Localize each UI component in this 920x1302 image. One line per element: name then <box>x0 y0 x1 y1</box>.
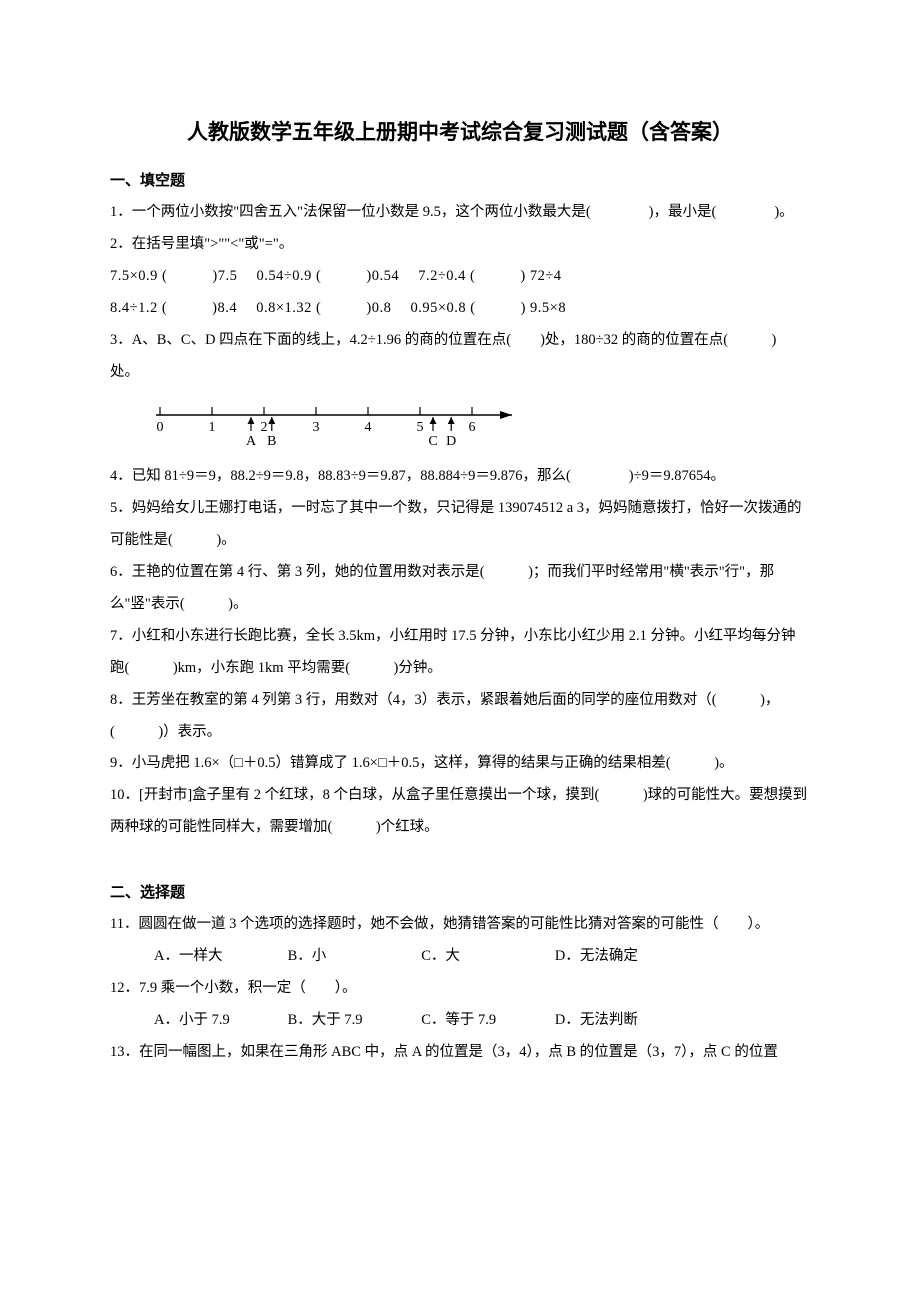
question-6: 6．王艳的位置在第 4 行、第 3 列，她的位置用数对表示是( )；而我们平时经… <box>110 557 810 621</box>
number-line-figure: 0 1 2 3 4 5 6 AB CD <box>140 395 810 460</box>
question-3b: 处。 <box>110 357 810 389</box>
q11-opt-a: A．一样大 <box>154 941 284 973</box>
section-1-heading: 一、填空题 <box>110 164 810 197</box>
svg-text:5: 5 <box>417 420 424 435</box>
svg-text:6: 6 <box>469 420 476 435</box>
svg-text:B: B <box>267 434 276 447</box>
question-4: 4．已知 81÷9＝9，88.2÷9＝9.8，88.83÷9＝9.87，88.8… <box>110 461 810 493</box>
question-11: 11．圆圆在做一道 3 个选项的选择题时，她不会做，她猜错答案的可能性比猜对答案… <box>110 909 810 941</box>
svg-text:C: C <box>428 434 437 447</box>
question-12-options: A．小于 7.9 B．大于 7.9 C．等于 7.9 D．无法判断 <box>110 1005 810 1037</box>
question-8: 8．王芳坐在教室的第 4 列第 3 行，用数对（4，3）表示，紧跟着她后面的同学… <box>110 685 810 749</box>
page-title: 人教版数学五年级上册期中考试综合复习测试题（含答案） <box>110 110 810 156</box>
q11-opt-b: B．小 <box>288 941 418 973</box>
q12-opt-d: D．无法判断 <box>555 1005 685 1037</box>
q11-opt-d: D．无法确定 <box>555 941 685 973</box>
question-2-line1: 7.5×0.9 ( )7.5 0.54÷0.9 ( )0.54 7.2÷0.4 … <box>110 261 810 293</box>
svg-text:3: 3 <box>313 420 320 435</box>
question-9: 9．小马虎把 1.6×（□＋0.5）错算成了 1.6×□＋0.5，这样，算得的结… <box>110 748 810 780</box>
q12-opt-b: B．大于 7.9 <box>288 1005 418 1037</box>
section-2-heading: 二、选择题 <box>110 876 810 909</box>
question-1: 1．一个两位小数按"四舍五入"法保留一位小数是 9.5，这个两位小数最大是( )… <box>110 197 810 229</box>
number-line-svg: 0 1 2 3 4 5 6 AB CD <box>140 395 540 447</box>
question-5: 5．妈妈给女儿王娜打电话，一时忘了其中一个数，只记得是 139074512 a … <box>110 493 810 557</box>
svg-text:2: 2 <box>261 420 268 435</box>
question-11-options: A．一样大 B．小 C．大 D．无法确定 <box>110 941 810 973</box>
svg-text:A: A <box>246 434 257 447</box>
question-10: 10．[开封市]盒子里有 2 个红球，8 个白球，从盒子里任意摸出一个球，摸到(… <box>110 780 810 844</box>
question-2: 2．在括号里填">""<"或"="。 <box>110 229 810 261</box>
svg-text:1: 1 <box>209 420 216 435</box>
q11-opt-c: C．大 <box>421 941 551 973</box>
question-13: 13．在同一幅图上，如果在三角形 ABC 中，点 A 的位置是（3，4），点 B… <box>110 1037 810 1069</box>
q12-opt-a: A．小于 7.9 <box>154 1005 284 1037</box>
svg-text:0: 0 <box>157 420 164 435</box>
question-12: 12．7.9 乘一个小数，积一定（ ）。 <box>110 973 810 1005</box>
q12-opt-c: C．等于 7.9 <box>421 1005 551 1037</box>
svg-text:D: D <box>446 434 456 447</box>
question-7: 7．小红和小东进行长跑比赛，全长 3.5km，小红用时 17.5 分钟，小东比小… <box>110 621 810 685</box>
question-2-line2: 8.4÷1.2 ( )8.4 0.8×1.32 ( )0.8 0.95×0.8 … <box>110 293 810 325</box>
question-3a: 3．A、B、C、D 四点在下面的线上，4.2÷1.96 的商的位置在点( )处，… <box>110 325 810 357</box>
svg-text:4: 4 <box>365 420 372 435</box>
